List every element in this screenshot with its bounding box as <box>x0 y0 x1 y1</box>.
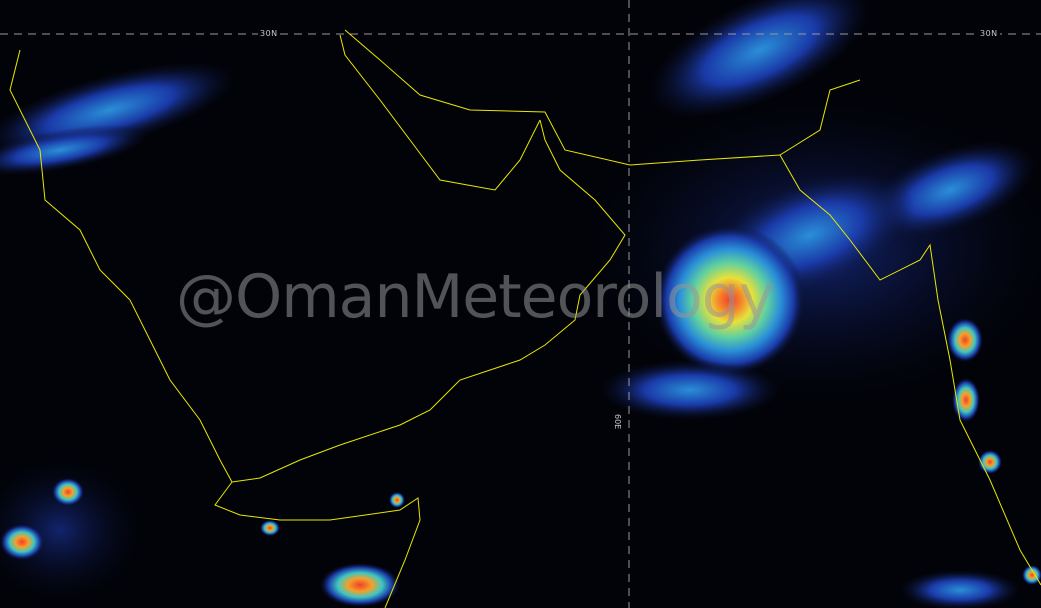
latitude-label-30n-right: 30N <box>978 29 1000 38</box>
watermark: @OmanMeteorology <box>176 262 774 332</box>
latitude-label-30n-left: 30N <box>258 29 280 38</box>
longitude-label-60e: 60E <box>613 412 622 432</box>
coastlines <box>9 29 1041 608</box>
